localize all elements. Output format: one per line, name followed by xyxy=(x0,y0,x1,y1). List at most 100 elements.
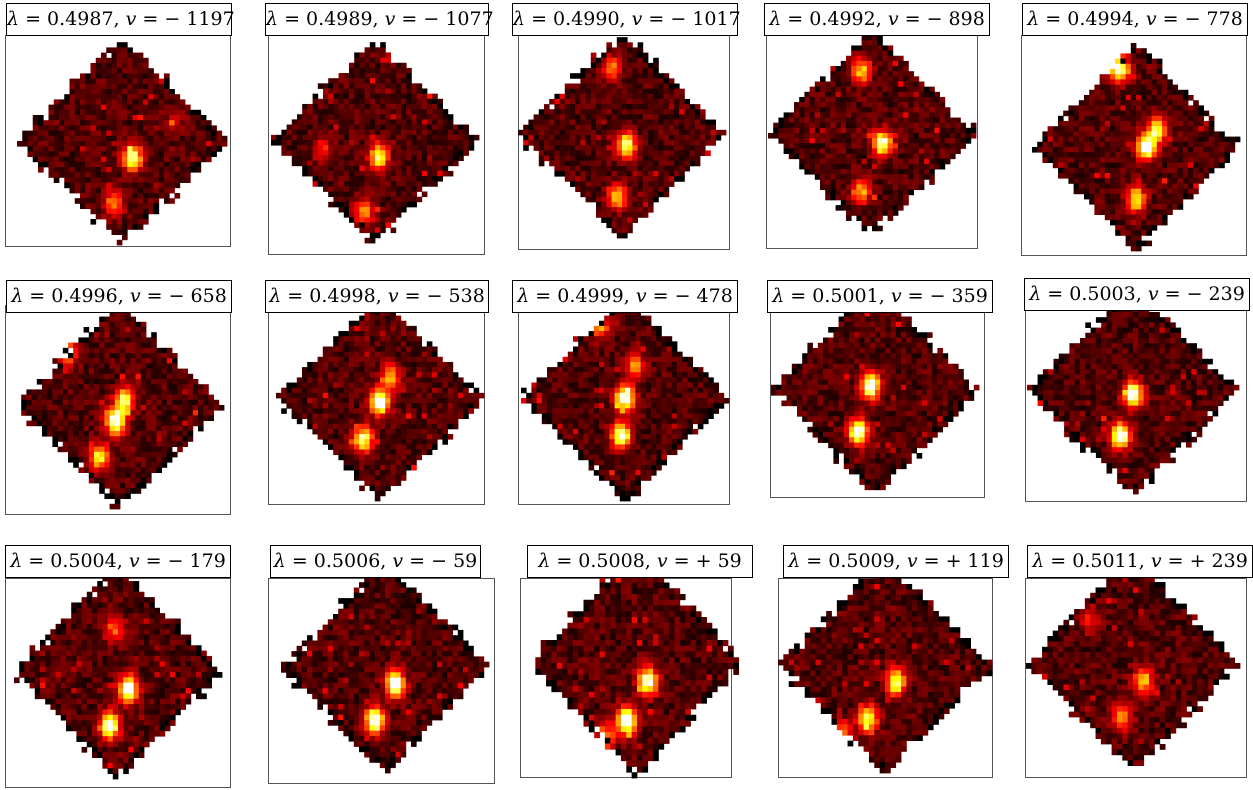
lambda-symbol: λ xyxy=(269,285,282,307)
separator: , xyxy=(875,8,888,30)
velocity-symbol: v xyxy=(392,550,404,572)
equals-sign: = xyxy=(139,550,168,572)
velocity-value: − 898 xyxy=(926,8,985,30)
equals-sign: = xyxy=(403,550,432,572)
velocity-value: − 239 xyxy=(1186,283,1245,305)
equals-sign: = xyxy=(285,550,314,572)
emission-map-image xyxy=(17,42,228,246)
lambda-symbol: λ xyxy=(1027,8,1040,30)
lambda-symbol: λ xyxy=(513,8,526,30)
equals-sign: = xyxy=(23,285,52,307)
wavelength-value: 0.4989 xyxy=(306,8,373,30)
wavelength-value: 0.4996 xyxy=(51,285,118,307)
velocity-symbol: v xyxy=(906,550,918,572)
separator: , xyxy=(117,285,130,307)
velocity-value: + 239 xyxy=(1189,550,1248,572)
lambda-symbol: λ xyxy=(7,8,20,30)
channel-label: λ = 0.5003, v = − 239 xyxy=(1024,278,1250,311)
equals-sign: = xyxy=(901,285,930,307)
equals-sign: = xyxy=(642,8,671,30)
equals-sign: = xyxy=(140,285,169,307)
velocity-value: − 359 xyxy=(929,285,988,307)
separator: , xyxy=(116,550,129,572)
wavelength-value: 0.4992 xyxy=(809,8,876,30)
equals-sign: = xyxy=(646,285,675,307)
velocity-value: − 1077 xyxy=(423,8,494,30)
velocity-symbol: v xyxy=(387,285,399,307)
channel-label: λ = 0.5001, v = − 359 xyxy=(767,280,993,313)
equals-sign: = xyxy=(1039,8,1068,30)
channel-label: λ = 0.4999, v = − 478 xyxy=(512,280,738,313)
equals-sign: = xyxy=(136,8,165,30)
emission-map-image xyxy=(768,30,977,232)
velocity-symbol: v xyxy=(656,550,668,572)
separator: , xyxy=(644,550,657,572)
equals-sign: = xyxy=(784,285,813,307)
velocity-value: − 1197 xyxy=(164,8,235,30)
channel-label: λ = 0.4994, v = − 778 xyxy=(1022,3,1248,36)
velocity-symbol: v xyxy=(128,550,140,572)
equals-sign: = xyxy=(1156,8,1185,30)
velocity-symbol: v xyxy=(887,8,899,30)
equals-sign: = xyxy=(19,8,48,30)
emission-map-image xyxy=(518,37,727,239)
velocity-value: − 179 xyxy=(167,550,226,572)
wavelength-value: 0.5009 xyxy=(828,550,895,572)
channel-label: λ = 0.4987, v = − 1197 xyxy=(6,3,235,36)
separator: , xyxy=(619,8,632,30)
velocity-value: + 119 xyxy=(945,550,1004,572)
separator: , xyxy=(372,8,385,30)
equals-sign: = xyxy=(278,8,307,30)
wavelength-value: 0.5001 xyxy=(812,285,879,307)
emission-map-image xyxy=(521,295,730,502)
channel-label: λ = 0.4989, v = − 1077 xyxy=(265,3,494,36)
separator: , xyxy=(894,550,907,572)
lambda-symbol: λ xyxy=(517,285,530,307)
lambda-symbol: λ xyxy=(1029,283,1042,305)
velocity-symbol: v xyxy=(1145,8,1157,30)
velocity-symbol: v xyxy=(635,285,647,307)
velocity-value: − 538 xyxy=(426,285,485,307)
channel-label: λ = 0.5008, v = + 59 xyxy=(527,545,753,578)
equals-sign: = xyxy=(398,285,427,307)
emission-map-image xyxy=(1032,43,1241,252)
equals-sign: = xyxy=(550,550,579,572)
equals-sign: = xyxy=(1044,550,1073,572)
lambda-symbol: λ xyxy=(10,550,23,572)
wavelength-value: 0.5011 xyxy=(1072,550,1139,572)
equals-sign: = xyxy=(525,8,554,30)
velocity-value: − 778 xyxy=(1184,8,1243,30)
velocity-symbol: v xyxy=(1147,283,1159,305)
emission-map-image xyxy=(1026,555,1241,766)
emission-map-image xyxy=(21,301,225,510)
wavelength-value: 0.4987 xyxy=(47,8,114,30)
equals-sign: = xyxy=(898,8,927,30)
equals-sign: = xyxy=(800,550,829,572)
lambda-symbol: λ xyxy=(772,285,785,307)
wavelength-value: 0.4999 xyxy=(557,285,624,307)
separator: , xyxy=(375,285,388,307)
velocity-symbol: v xyxy=(1150,550,1162,572)
velocity-value: − 1017 xyxy=(670,8,741,30)
velocity-value: − 59 xyxy=(431,550,478,572)
channel-label: λ = 0.4998, v = − 538 xyxy=(265,280,489,313)
wavelength-value: 0.5008 xyxy=(578,550,645,572)
lambda-symbol: λ xyxy=(538,550,551,572)
channel-label: λ = 0.5009, v = + 119 xyxy=(783,545,1009,578)
emission-map-image xyxy=(14,565,223,780)
velocity-value: − 478 xyxy=(674,285,733,307)
channel-label: λ = 0.5006, v = − 59 xyxy=(270,545,481,578)
equals-sign: = xyxy=(1158,283,1187,305)
equals-sign: = xyxy=(1041,283,1070,305)
equals-sign: = xyxy=(667,550,696,572)
velocity-symbol: v xyxy=(129,285,141,307)
velocity-value: − 658 xyxy=(168,285,227,307)
equals-sign: = xyxy=(395,8,424,30)
velocity-symbol: v xyxy=(125,8,137,30)
emission-map-image xyxy=(281,566,490,774)
wavelength-value: 0.4994 xyxy=(1067,8,1134,30)
equals-sign: = xyxy=(781,8,810,30)
equals-sign: = xyxy=(1161,550,1190,572)
lambda-symbol: λ xyxy=(11,285,24,307)
wavelength-value: 0.5006 xyxy=(313,550,381,572)
